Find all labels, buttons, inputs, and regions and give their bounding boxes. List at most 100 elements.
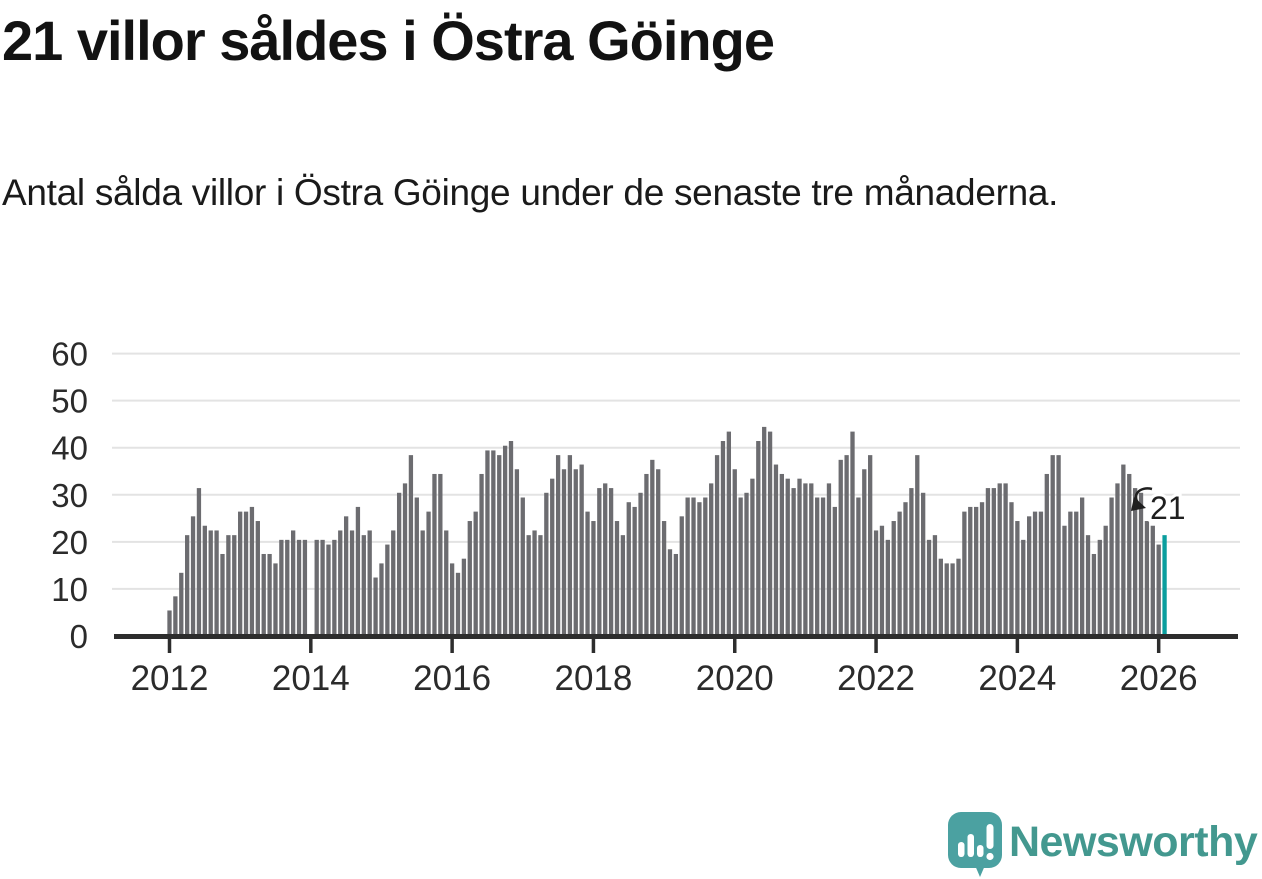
bar [550,478,555,634]
bar [1127,473,1132,634]
bar [514,469,520,634]
bar [1115,483,1120,634]
bar [603,483,608,634]
bar [1150,525,1155,634]
bar [673,553,679,634]
chart-svg: 0 10 20 30 40 50 60 2012 2014 2016 2018 2020 2022 202… [51,336,1240,698]
annotation-arrowhead [1131,497,1146,511]
bar [243,511,249,634]
bar [555,455,561,634]
bar [173,596,178,634]
bar [497,455,502,634]
bar [1027,516,1032,634]
bar [208,530,213,634]
bar [449,563,455,634]
bar [320,539,325,634]
bar [1062,525,1067,634]
bar [1156,544,1161,634]
bar [196,488,202,634]
logo-bar-1 [958,842,965,857]
bar [579,464,584,634]
bar [979,502,985,634]
bar [467,521,472,634]
bar [956,558,961,634]
bar [585,511,590,634]
bar [915,455,920,634]
bar [1121,464,1126,634]
bar [273,563,278,634]
bar [526,535,531,634]
bar [921,492,926,634]
bar [1138,492,1144,634]
value-annotation: 21 [1150,490,1186,526]
bar [391,530,396,634]
bar [968,506,973,634]
bar [614,521,620,634]
x-tick-label: 2014 [272,659,350,698]
bar [650,459,655,634]
bar [667,549,673,634]
bar [190,516,196,634]
bar [332,539,337,634]
bar [255,521,260,634]
bar [944,563,949,634]
bar [691,497,696,634]
bar [938,558,943,634]
bar [373,577,378,634]
bar [638,492,643,634]
bar [962,511,967,634]
bar [326,544,331,634]
bar [1079,497,1085,634]
bar [738,497,743,634]
bar [455,572,461,634]
bar [826,483,832,634]
bar [1103,525,1108,634]
newsworthy-logo: Newsworthy [947,812,1262,879]
y-tick-label: 40 [51,430,88,467]
bar [844,455,849,634]
bar [420,530,425,634]
bar [632,506,637,634]
bar [838,459,843,634]
logo-exclamation-dot [986,852,994,861]
bar [756,441,761,634]
bar [591,521,596,634]
bar [732,469,737,634]
bar [473,511,478,634]
bar [750,478,755,634]
bar [444,530,449,634]
bar [479,473,484,634]
bar [1132,488,1138,634]
bar [232,535,237,634]
y-tick-label: 30 [51,477,88,514]
logo-exclamation-stem [986,824,994,849]
bar [873,530,879,634]
bar [238,511,243,634]
bar [767,431,773,634]
bar [879,525,885,634]
bar [414,497,419,634]
y-tick-label: 0 [70,618,88,655]
bar [355,506,361,634]
bar-highlighted [1162,535,1167,634]
bar [267,553,272,634]
bar [291,530,296,634]
bar [679,516,684,634]
bar [296,539,302,634]
bar [744,492,749,634]
bar [685,497,690,634]
bar [1097,539,1102,634]
bar [1085,535,1091,634]
bar [561,469,567,634]
bar [597,488,602,634]
bar [338,530,343,634]
logo-bar-3 [977,845,984,857]
bar [532,530,537,634]
bar [815,497,820,634]
bar [502,445,508,634]
bar [1038,511,1044,634]
bar [903,502,908,634]
logo-bubble [948,812,1002,868]
bar [461,558,467,634]
